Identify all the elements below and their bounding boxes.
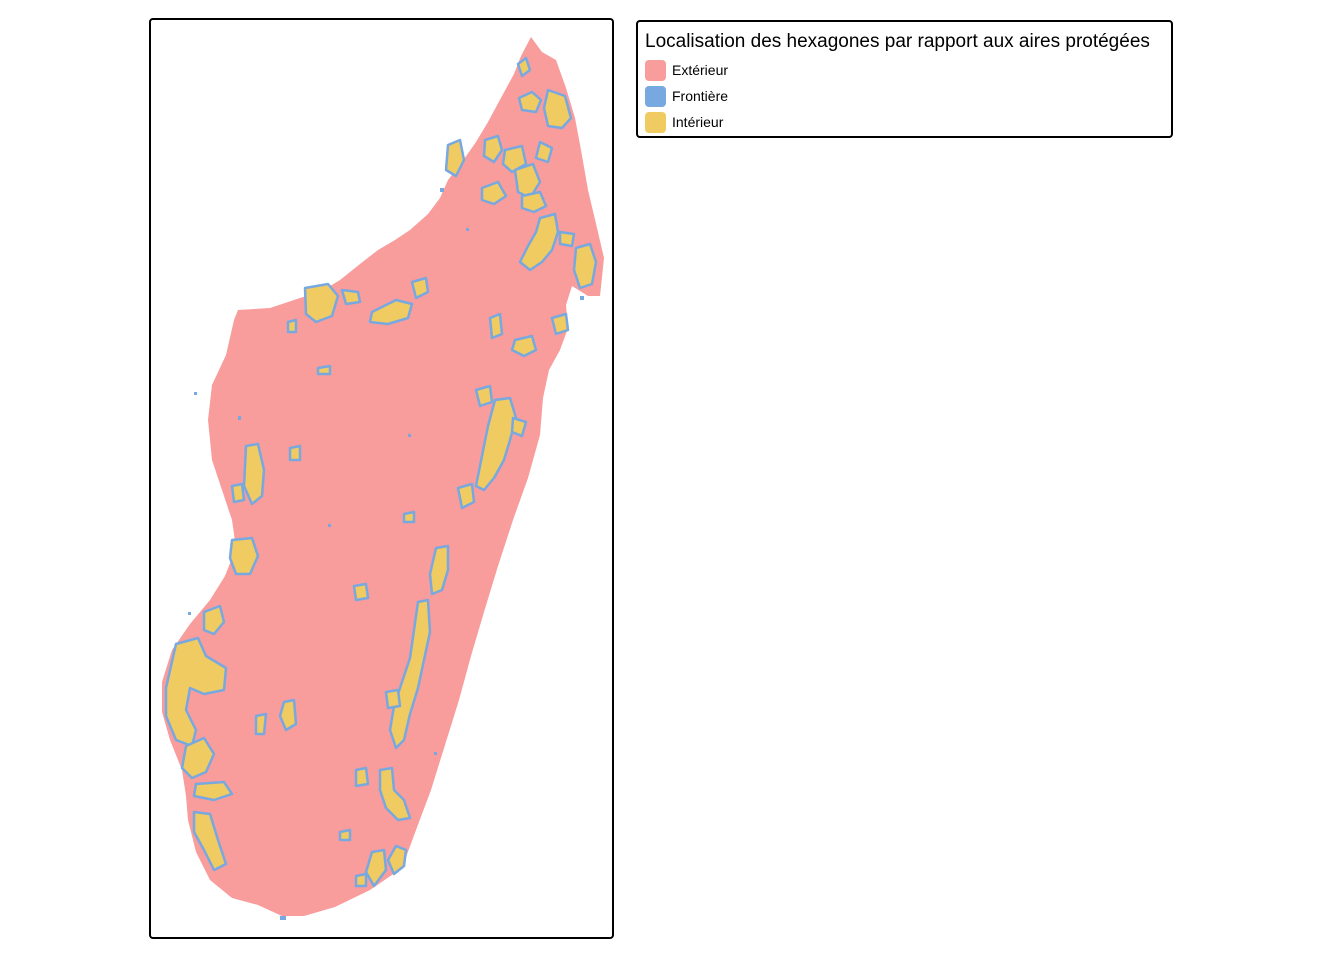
protected-area xyxy=(230,482,246,504)
protected-area xyxy=(572,242,598,290)
protected-area xyxy=(386,844,408,876)
protected-area xyxy=(444,138,466,178)
protected-area xyxy=(278,698,298,732)
protected-area xyxy=(513,162,542,200)
legend: Localisation des hexagones par rapport a… xyxy=(636,20,1173,138)
protected-area xyxy=(510,416,528,438)
protected-area xyxy=(338,828,352,842)
protected-area xyxy=(316,364,332,376)
protected-area xyxy=(242,442,266,506)
protected-area xyxy=(228,536,260,576)
protected-area xyxy=(378,766,412,822)
protected-area xyxy=(558,230,576,248)
border-fragments xyxy=(188,188,584,920)
protected-area xyxy=(288,444,302,462)
protected-area xyxy=(384,688,402,710)
protected-area xyxy=(474,396,518,492)
protected-area xyxy=(488,312,504,340)
protected-area xyxy=(202,604,226,636)
protected-area xyxy=(286,318,298,334)
protected-area xyxy=(354,766,370,788)
protected-area xyxy=(510,334,538,358)
protected-area xyxy=(456,482,476,510)
protected-area xyxy=(517,90,543,114)
protected-area xyxy=(410,276,430,300)
protected-area xyxy=(354,872,368,888)
legend-item-interieur: Intérieur xyxy=(645,111,723,133)
protected-area xyxy=(192,810,228,872)
protected-area xyxy=(480,180,508,206)
legend-item-exterieur: Extérieur xyxy=(645,59,728,81)
protected-area xyxy=(388,598,432,750)
protected-areas xyxy=(164,56,598,888)
protected-area xyxy=(340,288,362,306)
protected-area xyxy=(352,582,370,602)
legend-swatch-interieur xyxy=(645,111,666,133)
protected-area xyxy=(542,88,573,130)
legend-item-frontiere: Frontière xyxy=(645,85,728,107)
protected-area xyxy=(474,384,494,408)
legend-label-frontiere: Frontière xyxy=(672,88,729,104)
protected-area xyxy=(520,190,548,214)
protected-area xyxy=(518,212,560,272)
protected-area xyxy=(180,736,216,780)
legend-title: Localisation des hexagones par rapport a… xyxy=(645,31,1150,52)
protected-area xyxy=(254,712,268,736)
protected-area xyxy=(368,298,414,326)
protected-area xyxy=(516,56,532,78)
legend-swatch-exterieur xyxy=(645,59,666,81)
protected-area xyxy=(402,510,416,524)
protected-area xyxy=(192,780,234,802)
protected-area xyxy=(482,134,504,164)
legend-label-exterieur: Extérieur xyxy=(672,62,729,78)
protected-area xyxy=(164,636,228,748)
protected-area xyxy=(534,140,554,164)
legend-label-interieur: Intérieur xyxy=(672,114,724,130)
protected-area xyxy=(364,848,388,888)
protected-area xyxy=(428,544,450,596)
protected-area xyxy=(550,312,570,336)
protected-area xyxy=(303,282,340,324)
island-outside-area xyxy=(162,37,604,916)
legend-swatch-frontiere xyxy=(645,85,666,107)
